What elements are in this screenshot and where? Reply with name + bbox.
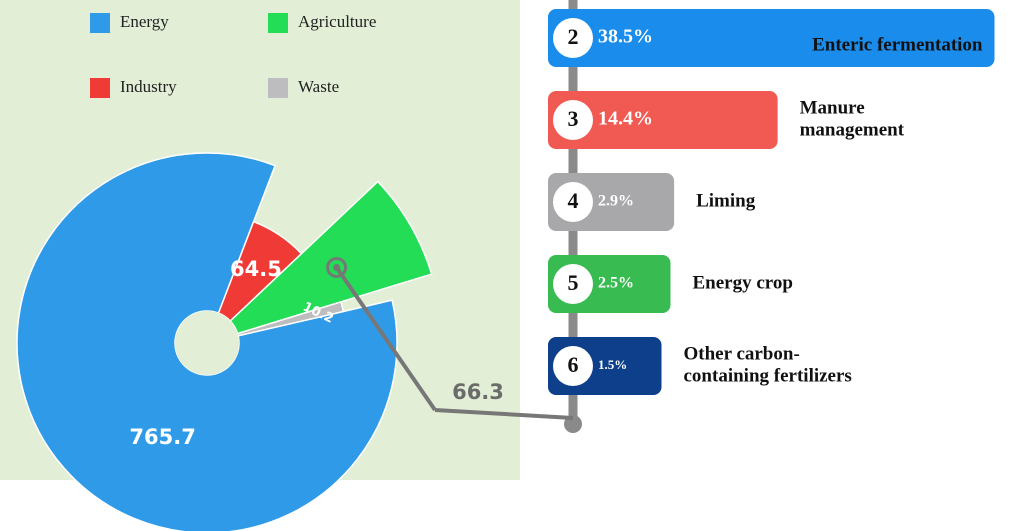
rank-badge [553, 100, 593, 140]
bar [548, 91, 778, 149]
value-label: 2.9% [598, 193, 634, 210]
marker [333, 263, 341, 271]
legend-swatch [90, 78, 110, 98]
legend-swatch [90, 13, 110, 33]
legend-swatch [268, 78, 288, 98]
value-label: 2.5% [598, 275, 634, 292]
pie-hole [175, 311, 239, 375]
rank: 3 [568, 106, 579, 131]
rank: 2 [568, 24, 579, 49]
bar-label: Liming [696, 190, 756, 211]
slice-label: 765.7 [129, 425, 195, 449]
rank: 6 [568, 352, 579, 377]
legend-label: Energy [120, 12, 169, 31]
rank: 4 [568, 188, 579, 213]
rank: 5 [568, 270, 579, 295]
legend-swatch [268, 13, 288, 33]
rank-badge [553, 182, 593, 222]
bar-label: Energy crop [693, 272, 793, 293]
bar-label: containing fertilizers [684, 365, 852, 386]
connector [334, 266, 437, 412]
legend-label: Agriculture [298, 12, 376, 31]
bar-label: management [800, 119, 905, 140]
pie [16, 152, 433, 531]
bar [548, 9, 995, 67]
bar-label: Enteric fermentation [812, 34, 983, 55]
slice-label: 66.3 [452, 380, 504, 404]
legend-label: Industry [120, 77, 177, 96]
bar-label: Other carbon- [684, 343, 800, 364]
slice-label: 64.5 [230, 257, 282, 281]
value-label: 1.5% [598, 357, 627, 372]
connector [434, 408, 574, 420]
rank-badge [553, 346, 593, 386]
bar-label: Manure [800, 97, 865, 118]
rank-badge [553, 18, 593, 58]
value-label: 38.5% [598, 26, 653, 48]
value-label: 14.4% [598, 108, 653, 130]
marker [326, 256, 348, 278]
legend-label: Waste [298, 77, 339, 96]
rank-badge [553, 264, 593, 304]
